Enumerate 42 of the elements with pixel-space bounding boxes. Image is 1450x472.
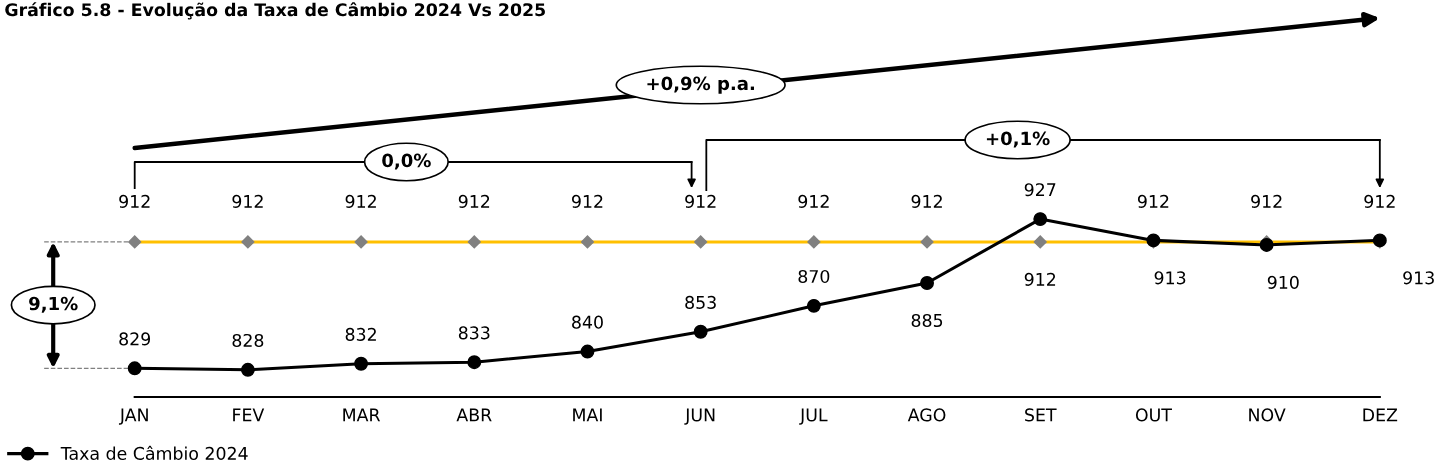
data-label: 913 [1154, 271, 1186, 285]
data-label: 833 [458, 326, 490, 340]
data-label: 913 [1403, 271, 1434, 285]
x-tick-label: DEZ [1363, 408, 1398, 422]
x-tick-label: JUN [684, 408, 715, 425]
data-label: 912 [345, 194, 376, 208]
data-label: 853 [685, 295, 716, 309]
x-tick-label: AGO [907, 408, 946, 422]
data-label: 910 [1267, 275, 1299, 289]
data-label: 927 [1024, 183, 1056, 197]
data-label: 912 [458, 194, 490, 208]
x-tick-label: ABR [456, 408, 492, 422]
data-label: 912 [685, 194, 716, 208]
x-tick-label: OUT [1135, 408, 1172, 422]
data-label: 912 [119, 194, 150, 208]
x-tick-label: JUL [799, 408, 828, 425]
data-label: 912 [911, 194, 942, 208]
text: 0,0% [382, 153, 431, 170]
chart-title: Gráfico 5.8 - Evolução da Taxa de Câmbio 2024 Vs 2025 [5, 2, 545, 20]
data-label: 912 [232, 194, 263, 208]
data-label: 828 [232, 333, 264, 348]
annotation: 9,1% [29, 296, 78, 313]
x-tick-label: FEV [233, 408, 265, 422]
text: +0,1% [986, 131, 1050, 148]
data-label: 912 [1364, 194, 1395, 208]
data-label: 912 [1251, 194, 1282, 208]
data-label: 829 [119, 332, 151, 346]
x-tick-label: MAR [343, 408, 381, 422]
data-label: 832 [345, 327, 376, 341]
data-label: 912 [1137, 194, 1169, 208]
data-label: 885 [911, 313, 943, 328]
legend-label: Taxa de Câmbio 2024 [60, 445, 248, 460]
data-label: 840 [572, 315, 603, 329]
x-tick-label: JAN [118, 408, 148, 425]
data-label: 870 [798, 269, 830, 284]
data-label: 912 [798, 194, 829, 208]
text: +0,9% p.a. [647, 76, 754, 94]
x-tick-label: SET [1025, 408, 1057, 422]
x-tick-label: NOV [1249, 408, 1286, 422]
data-label: 912 [571, 194, 603, 208]
data-label: 912 [1024, 272, 1056, 286]
x-tick-label: MAI [573, 408, 602, 422]
